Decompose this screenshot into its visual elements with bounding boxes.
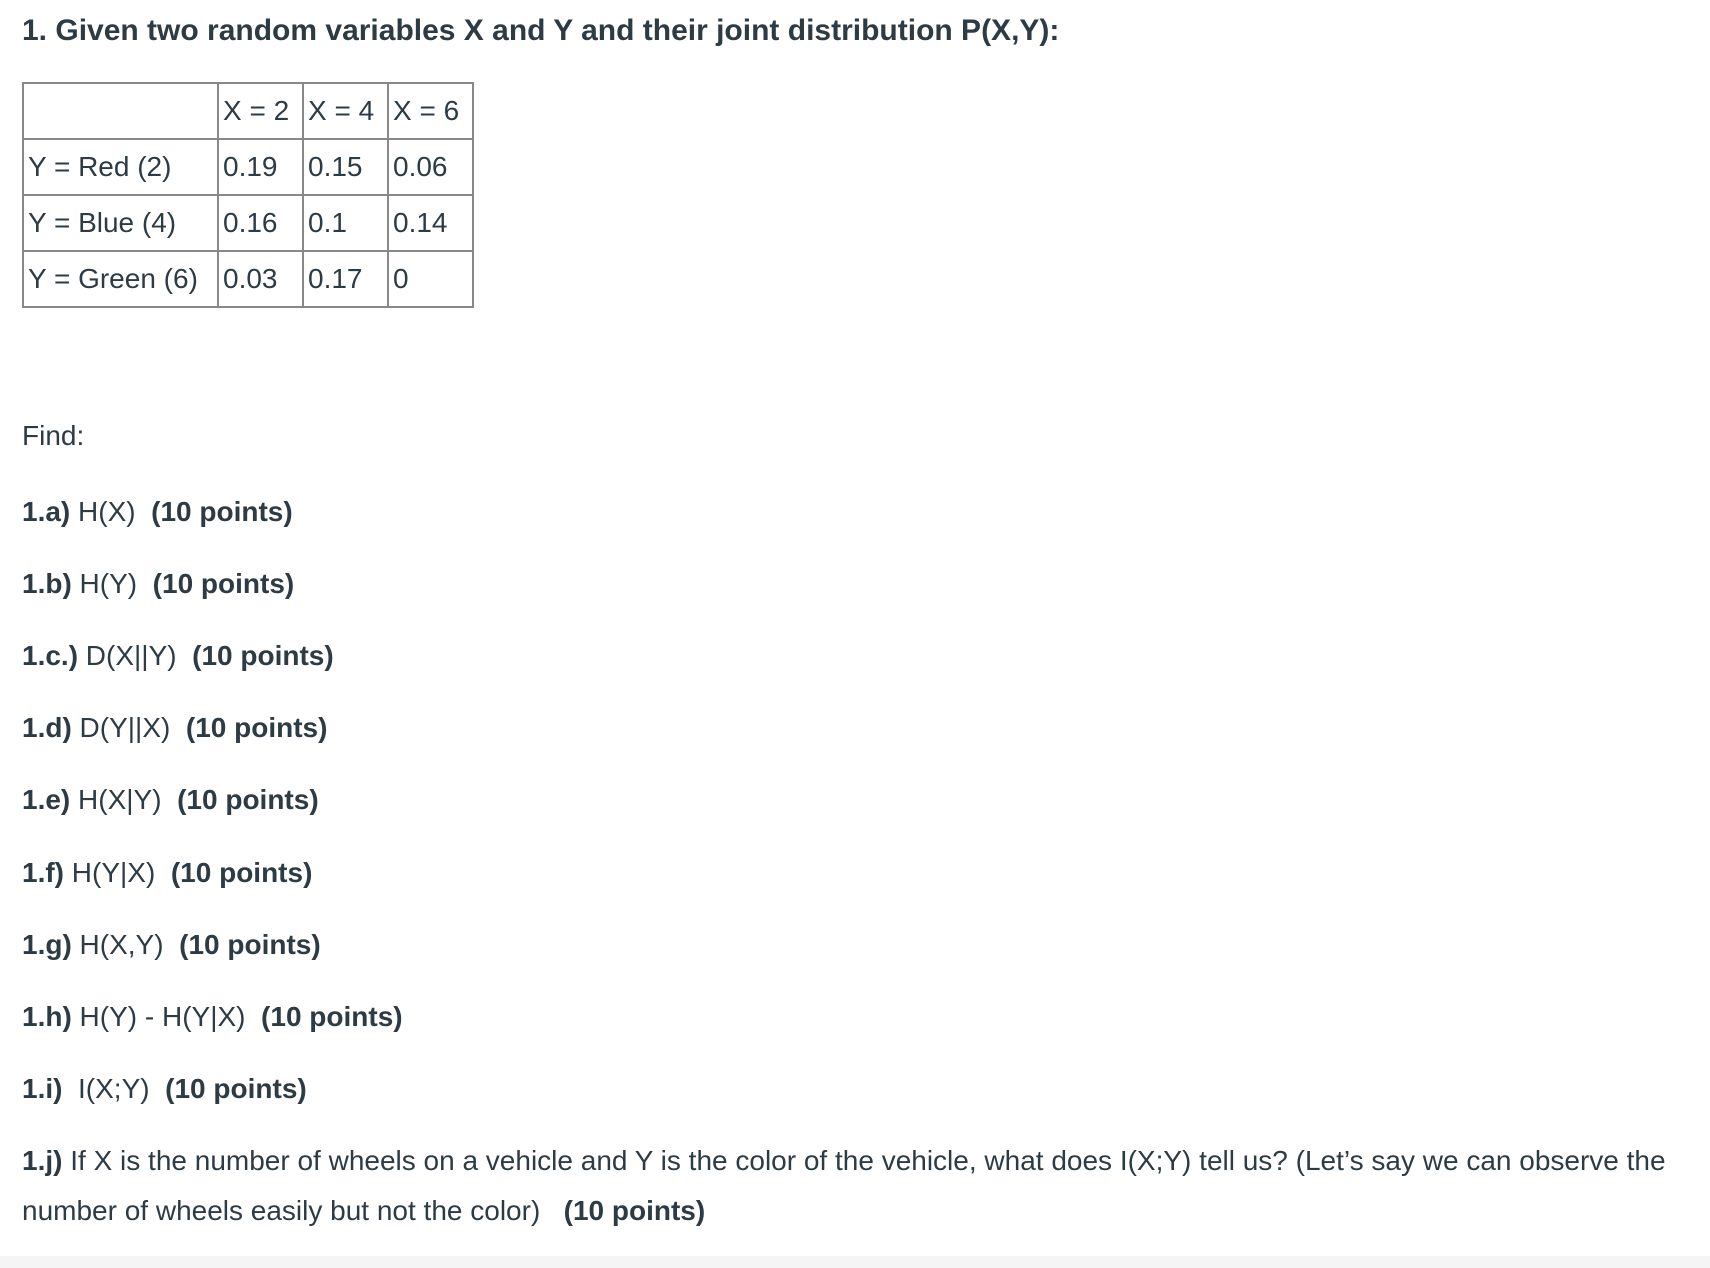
item-label: 1.d) bbox=[22, 712, 72, 743]
question-item: 1.i) I(X;Y) (10 points) bbox=[22, 1064, 1682, 1114]
item-label: 1.c.) bbox=[22, 640, 79, 671]
item-points: (10 points) bbox=[151, 496, 293, 527]
item-text: H(Y|X) bbox=[64, 857, 171, 888]
table-header-row: X = 2 X = 4 X = 6 bbox=[22, 82, 474, 140]
row-label: Y = Green (6) bbox=[22, 250, 219, 308]
table-cell: 0.14 bbox=[387, 194, 474, 252]
item-points: (10 points) bbox=[179, 929, 321, 960]
bottom-band bbox=[0, 1256, 1710, 1268]
item-label: 1.a) bbox=[22, 496, 71, 527]
item-text: H(Y) bbox=[71, 568, 153, 599]
table-cell: 0.17 bbox=[302, 250, 389, 308]
question-item: 1.d) D(Y||X) (10 points) bbox=[22, 703, 1682, 753]
table-row: Y = Red (2) 0.19 0.15 0.06 bbox=[22, 138, 474, 196]
item-points: (10 points) bbox=[192, 640, 334, 671]
question-title: 1. Given two random variables X and Y an… bbox=[22, 14, 1060, 47]
item-text: If X is the number of wheels on a vehicl… bbox=[22, 1145, 1674, 1226]
item-label: 1.i) bbox=[22, 1073, 63, 1104]
table-row: Y = Green (6) 0.03 0.17 0 bbox=[22, 250, 474, 308]
question-item: 1.f) H(Y|X) (10 points) bbox=[22, 848, 1682, 898]
item-text: D(Y||X) bbox=[71, 712, 186, 743]
question-item: 1.g) H(X,Y) (10 points) bbox=[22, 920, 1682, 970]
item-label: 1.h) bbox=[22, 1001, 72, 1032]
question-item: 1.j) If X is the number of wheels on a v… bbox=[22, 1136, 1682, 1236]
item-points: (10 points) bbox=[170, 857, 313, 888]
item-points: (10 points) bbox=[177, 784, 319, 815]
joint-distribution-table: X = 2 X = 4 X = 6 Y = Red (2) 0.19 0.15 … bbox=[22, 82, 474, 308]
question-item: 1.h) H(Y) - H(Y|X) (10 points) bbox=[22, 992, 1682, 1042]
item-points: (10 points) bbox=[152, 568, 295, 599]
item-label: 1.g) bbox=[22, 929, 72, 960]
item-points: (10 points) bbox=[563, 1195, 706, 1226]
table-cell: 0.16 bbox=[217, 194, 304, 252]
item-text: I(X;Y) bbox=[62, 1073, 166, 1104]
question-item: 1.c.) D(X||Y) (10 points) bbox=[22, 631, 1682, 681]
item-text: H(X,Y) bbox=[71, 929, 180, 960]
table-cell: 0.1 bbox=[302, 194, 389, 252]
item-points: (10 points) bbox=[261, 1001, 403, 1032]
item-text: H(X) bbox=[70, 496, 152, 527]
question-item: 1.e) H(X|Y) (10 points) bbox=[22, 775, 1682, 825]
table-header-cell: X = 2 bbox=[217, 82, 304, 140]
table-cell: 0.03 bbox=[217, 250, 304, 308]
table-cell: 0.19 bbox=[217, 138, 304, 196]
table-header-cell bbox=[22, 82, 219, 140]
table-header-cell: X = 4 bbox=[302, 82, 389, 140]
find-label: Find: bbox=[22, 420, 85, 451]
item-label: 1.j) bbox=[22, 1145, 63, 1176]
table-row: Y = Blue (4) 0.16 0.1 0.14 bbox=[22, 194, 474, 252]
item-points: (10 points) bbox=[165, 1073, 307, 1104]
item-text: H(X|Y) bbox=[70, 784, 178, 815]
item-text: H(Y) - H(Y|X) bbox=[71, 1001, 262, 1032]
row-label: Y = Red (2) bbox=[22, 138, 219, 196]
row-label: Y = Blue (4) bbox=[22, 194, 219, 252]
item-label: 1.e) bbox=[22, 784, 71, 815]
item-label: 1.b) bbox=[22, 568, 72, 599]
table-header-cell: X = 6 bbox=[387, 82, 474, 140]
item-points: (10 points) bbox=[185, 712, 328, 743]
question-item: 1.b) H(Y) (10 points) bbox=[22, 559, 1682, 609]
item-label: 1.f) bbox=[22, 857, 64, 888]
question-item: 1.a) H(X) (10 points) bbox=[22, 487, 1682, 537]
table-cell: 0.06 bbox=[387, 138, 474, 196]
table-cell: 0 bbox=[387, 250, 474, 308]
item-text: D(X||Y) bbox=[78, 640, 193, 671]
table-cell: 0.15 bbox=[302, 138, 389, 196]
